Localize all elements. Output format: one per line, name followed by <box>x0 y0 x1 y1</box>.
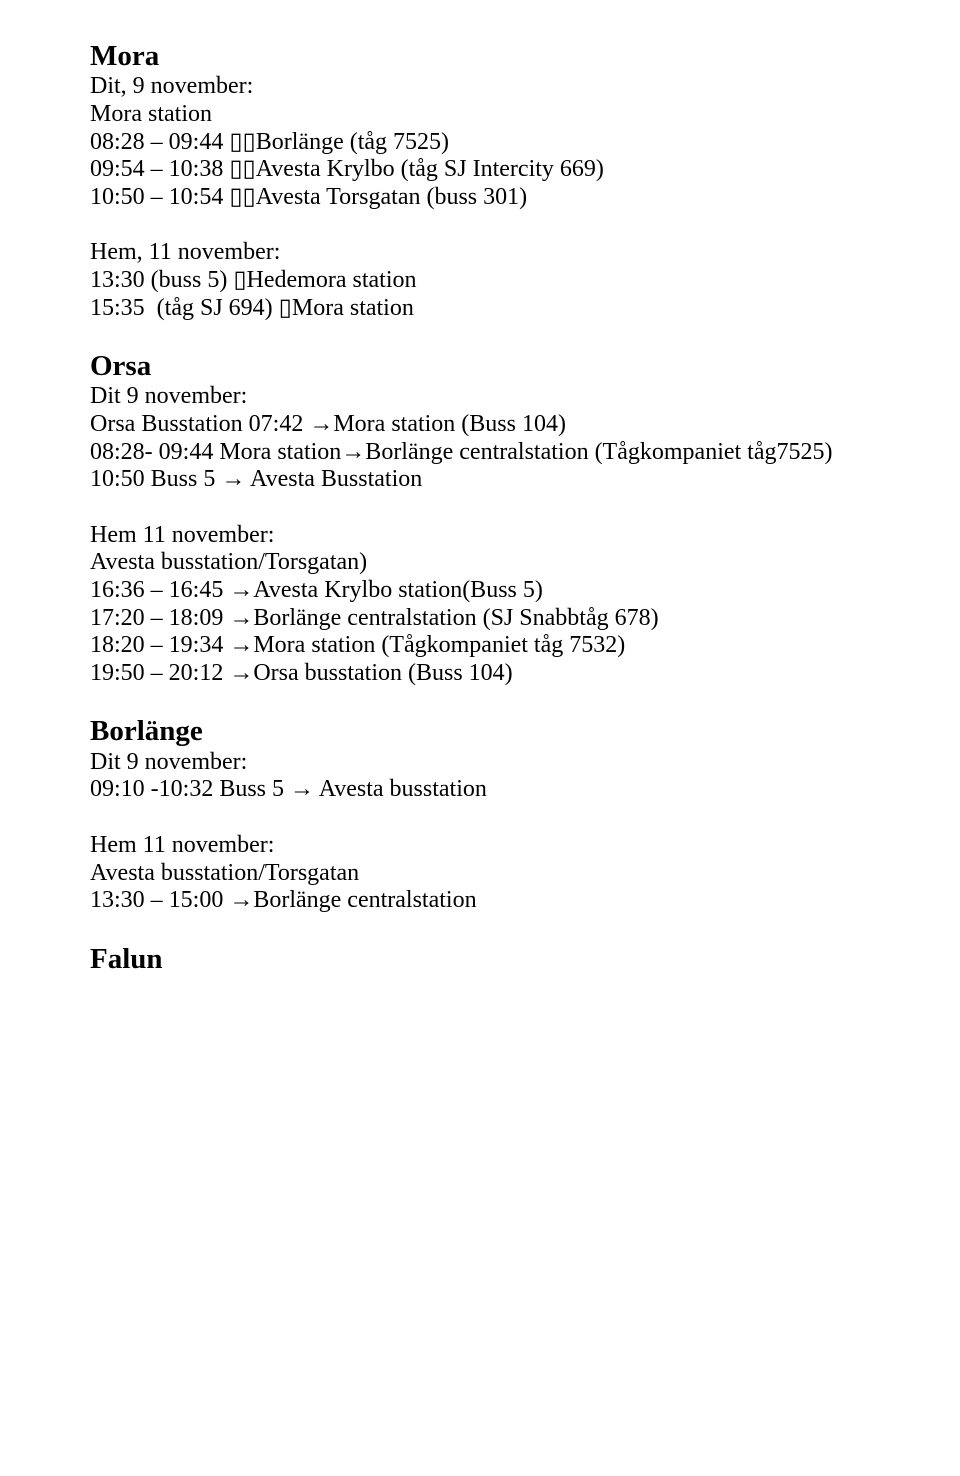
section-mora-hem: Hem, 11 november: 13:30 (buss 5) ▯Hedemo… <box>90 239 960 322</box>
section-borlange: Borlänge Dit 9 november: 09:10 -10:32 Bu… <box>90 715 960 804</box>
section-falun: Falun <box>90 943 960 976</box>
orsa-hem-line: 17:20 – 18:09 →Borlänge centralstation (… <box>90 605 960 633</box>
borlange-dit-label: Dit 9 november: <box>90 749 960 777</box>
borlange-hem-line: 13:30 – 15:00 →Borlänge centralstation <box>90 887 960 915</box>
mora-dit-line: 09:54 – 10:38 ▯▯Avesta Krylbo (tåg SJ In… <box>90 156 960 184</box>
orsa-dit-line: 10:50 Buss 5 → Avesta Busstation <box>90 466 960 494</box>
mora-dit-line: Mora station <box>90 101 960 129</box>
section-borlange-hem: Hem 11 november: Avesta busstation/Torsg… <box>90 832 960 915</box>
mora-dit-line: 08:28 – 09:44 ▯▯Borlänge (tåg 7525) <box>90 129 960 157</box>
heading-borlange: Borlänge <box>90 715 960 748</box>
section-orsa: Orsa Dit 9 november: Orsa Busstation 07:… <box>90 350 960 494</box>
mora-dit-line: 10:50 – 10:54 ▯▯Avesta Torsgatan (buss 3… <box>90 184 960 212</box>
mora-hem-line: 13:30 (buss 5) ▯Hedemora station <box>90 267 960 295</box>
orsa-hem-line: Avesta busstation/Torsgatan) <box>90 549 960 577</box>
orsa-hem-label: Hem 11 november: <box>90 522 960 550</box>
orsa-dit-label: Dit 9 november: <box>90 383 960 411</box>
heading-falun: Falun <box>90 943 960 976</box>
borlange-dit-line: 09:10 -10:32 Buss 5 → Avesta busstation <box>90 776 960 804</box>
heading-mora: Mora <box>90 40 960 73</box>
mora-dit-label: Dit, 9 november: <box>90 73 960 101</box>
mora-hem-label: Hem, 11 november: <box>90 239 960 267</box>
heading-orsa: Orsa <box>90 350 960 383</box>
borlange-hem-line: Avesta busstation/Torsgatan <box>90 860 960 888</box>
orsa-dit-line: Orsa Busstation 07:42 →Mora station (Bus… <box>90 411 960 439</box>
orsa-hem-line: 19:50 – 20:12 →Orsa busstation (Buss 104… <box>90 660 960 688</box>
section-mora: Mora Dit, 9 november: Mora station 08:28… <box>90 40 960 211</box>
orsa-dit-line: 08:28- 09:44 Mora station→Borlänge centr… <box>90 439 960 467</box>
mora-hem-line: 15:35 (tåg SJ 694) ▯Mora station <box>90 295 960 323</box>
borlange-hem-label: Hem 11 november: <box>90 832 960 860</box>
orsa-hem-line: 16:36 – 16:45 →Avesta Krylbo station(Bus… <box>90 577 960 605</box>
section-orsa-hem: Hem 11 november: Avesta busstation/Torsg… <box>90 522 960 688</box>
orsa-hem-line: 18:20 – 19:34 →Mora station (Tågkompanie… <box>90 632 960 660</box>
